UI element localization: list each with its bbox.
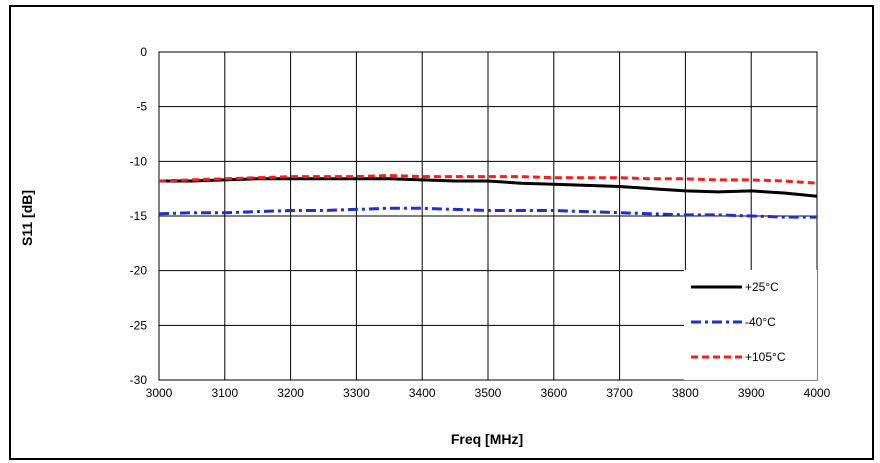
- x-tick-label: 3900: [738, 386, 765, 400]
- y-tick-labels: 0 -5 -10 -15 -20 -25 -30: [130, 45, 148, 387]
- x-axis-title: Freq [MHz]: [451, 431, 523, 447]
- x-tick-label: 3700: [606, 386, 633, 400]
- x-tick-label: 3100: [211, 386, 238, 400]
- legend-label: +105°C: [745, 350, 786, 364]
- y-tick-label: -10: [130, 154, 148, 168]
- x-tick-label: 3200: [277, 386, 304, 400]
- x-tick-label: 3600: [540, 386, 567, 400]
- legend: +25°C -40°C +105°C: [684, 270, 817, 380]
- legend-label: +25°C: [745, 280, 779, 294]
- x-tick-label: 3800: [672, 386, 699, 400]
- x-tick-label: 3300: [343, 386, 370, 400]
- x-tick-label: 3000: [146, 386, 173, 400]
- y-tick-label: -5: [136, 100, 147, 114]
- x-tick-label: 3400: [409, 386, 436, 400]
- series-line: [158, 206, 817, 219]
- grid: [158, 51, 818, 381]
- series-lines: [158, 174, 818, 219]
- x-tick-labels: 3000 3100 3200 3300 3400 3500 3600 3700 3800 3900…: [146, 386, 831, 400]
- x-tick-label: 4000: [804, 386, 831, 400]
- y-tick-label: -30: [130, 373, 148, 387]
- y-tick-label: -25: [130, 318, 148, 332]
- x-tick-label: 3500: [475, 386, 502, 400]
- y-axis-title: S11 [dB]: [19, 190, 35, 246]
- legend-label: -40°C: [745, 315, 776, 329]
- series-line: [159, 177, 818, 198]
- y-tick-label: -20: [130, 264, 148, 278]
- y-tick-label: -15: [130, 209, 148, 223]
- y-tick-label: 0: [140, 45, 147, 59]
